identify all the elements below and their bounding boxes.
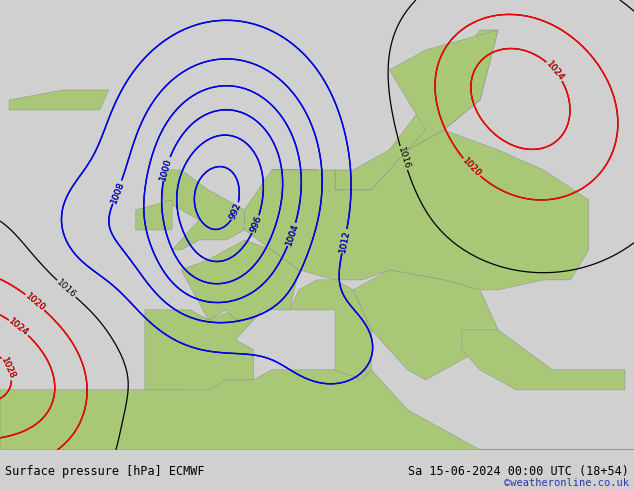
Polygon shape xyxy=(272,30,498,190)
Text: 1000: 1000 xyxy=(158,156,174,181)
Text: Sa 15-06-2024 00:00 UTC (18+54): Sa 15-06-2024 00:00 UTC (18+54) xyxy=(408,465,629,478)
Text: ©weatheronline.co.uk: ©weatheronline.co.uk xyxy=(504,478,629,488)
Polygon shape xyxy=(245,130,589,290)
Text: 1028: 1028 xyxy=(0,356,17,381)
Text: 1000: 1000 xyxy=(158,156,174,181)
Text: 1008: 1008 xyxy=(109,180,126,204)
Polygon shape xyxy=(181,240,299,320)
Polygon shape xyxy=(145,310,254,390)
Polygon shape xyxy=(353,270,498,380)
Text: 996: 996 xyxy=(249,215,263,234)
Text: 996: 996 xyxy=(249,215,263,234)
Text: 1020: 1020 xyxy=(460,156,482,179)
Text: Surface pressure [hPa] ECMWF: Surface pressure [hPa] ECMWF xyxy=(5,465,205,478)
Text: 1012: 1012 xyxy=(338,229,351,253)
Text: 1028: 1028 xyxy=(0,356,17,381)
Text: 1024: 1024 xyxy=(545,59,566,82)
Polygon shape xyxy=(389,30,498,150)
Polygon shape xyxy=(163,170,245,250)
Polygon shape xyxy=(462,330,625,390)
Text: 1024: 1024 xyxy=(545,59,566,82)
Text: 992: 992 xyxy=(228,202,243,221)
Text: 1004: 1004 xyxy=(284,222,300,247)
Text: 1012: 1012 xyxy=(338,229,351,253)
Text: 1016: 1016 xyxy=(55,278,78,300)
Polygon shape xyxy=(136,200,172,230)
Text: 1024: 1024 xyxy=(7,317,30,338)
Text: 1024: 1024 xyxy=(7,317,30,338)
Text: 992: 992 xyxy=(228,202,243,221)
Polygon shape xyxy=(290,280,372,380)
Text: 1020: 1020 xyxy=(23,291,47,313)
Polygon shape xyxy=(9,90,108,110)
Text: 1020: 1020 xyxy=(23,291,47,313)
Text: 1016: 1016 xyxy=(396,146,411,171)
Text: 1008: 1008 xyxy=(109,180,126,204)
Polygon shape xyxy=(0,370,634,450)
Text: 1020: 1020 xyxy=(460,156,482,179)
Text: 1004: 1004 xyxy=(284,222,300,247)
